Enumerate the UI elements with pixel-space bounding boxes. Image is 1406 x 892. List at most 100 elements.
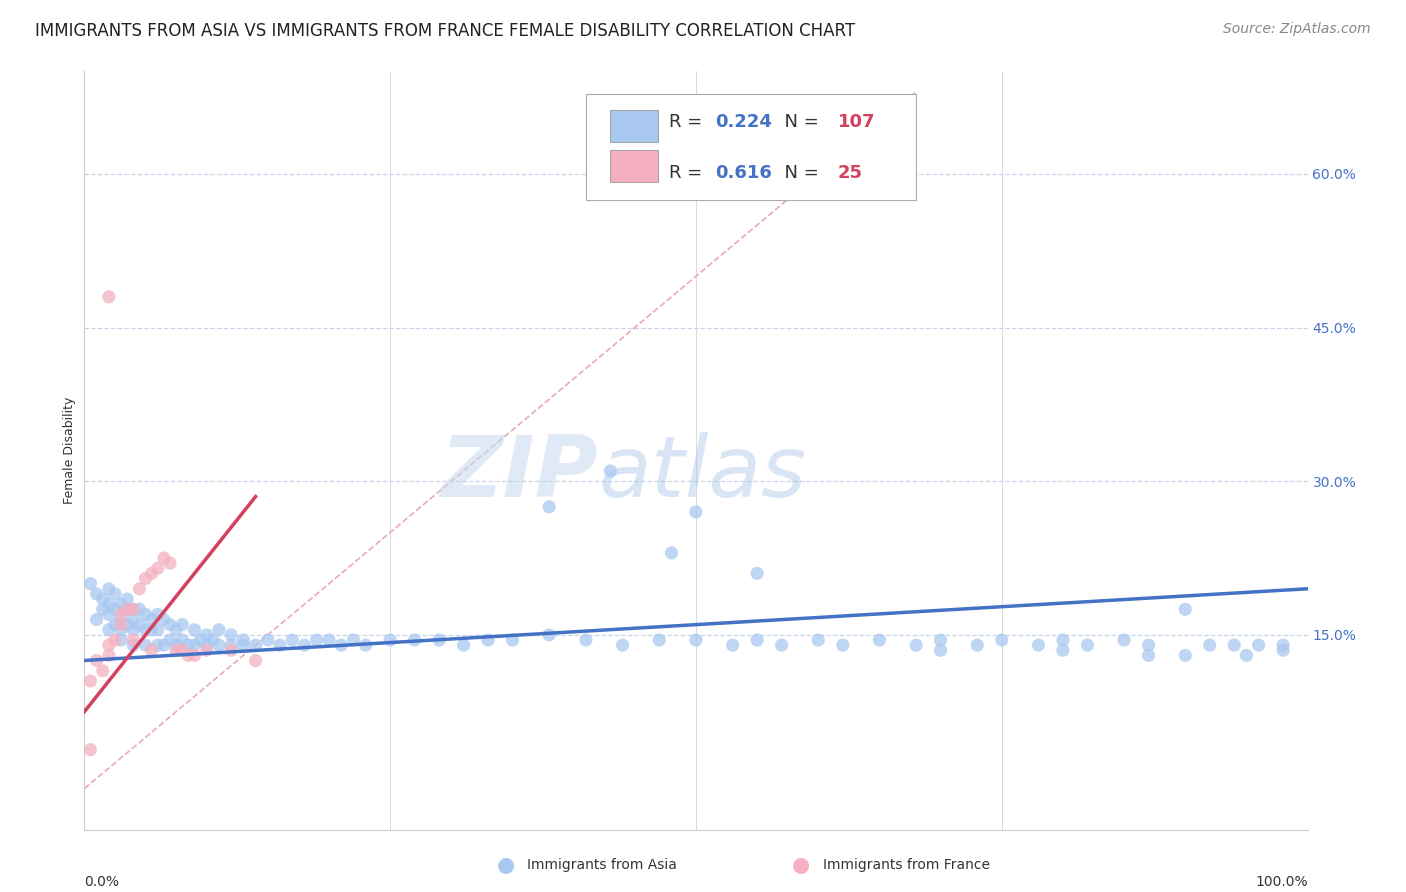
Point [219, 628, 242, 642]
Point [110, 607, 132, 622]
Point [97, 597, 120, 611]
Point [1198, 638, 1220, 652]
Point [575, 633, 598, 648]
Point [929, 633, 952, 648]
Text: 100.0%: 100.0% [1256, 875, 1308, 889]
Point [128, 617, 150, 632]
Point [146, 561, 169, 575]
Point [110, 597, 132, 611]
Point [538, 628, 561, 642]
Point [159, 633, 181, 648]
Point [115, 592, 138, 607]
Point [110, 613, 132, 627]
Text: 107: 107 [838, 112, 876, 131]
Point [502, 633, 524, 648]
Point [404, 633, 426, 648]
Point [245, 653, 267, 667]
Text: atlas: atlas [598, 432, 806, 515]
Point [1137, 638, 1160, 652]
Point [146, 607, 169, 622]
Text: 0.616: 0.616 [716, 163, 772, 182]
Point [208, 638, 231, 652]
Point [146, 638, 169, 652]
Point [128, 602, 150, 616]
Text: Immigrants from France: Immigrants from France [823, 858, 990, 872]
Point [966, 638, 988, 652]
Point [153, 613, 176, 627]
Point [685, 633, 707, 648]
Point [831, 141, 853, 155]
Point [905, 638, 928, 652]
Point [79, 742, 101, 756]
Point [991, 633, 1014, 648]
Point [104, 617, 127, 632]
Point [453, 638, 475, 652]
Point [648, 633, 671, 648]
Point [115, 602, 138, 616]
Point [153, 551, 176, 566]
Point [141, 643, 163, 657]
Text: ZIP: ZIP [440, 432, 598, 515]
Point [190, 633, 212, 648]
Point [201, 633, 224, 648]
Point [91, 602, 114, 616]
Point [122, 638, 145, 652]
Point [135, 607, 157, 622]
Point [747, 633, 769, 648]
Point [183, 648, 205, 663]
Point [97, 648, 120, 663]
Point [195, 638, 218, 652]
FancyBboxPatch shape [586, 95, 917, 201]
Text: 0.224: 0.224 [716, 112, 772, 131]
Point [929, 643, 952, 657]
FancyBboxPatch shape [610, 150, 658, 182]
Point [245, 638, 267, 652]
Point [97, 290, 120, 304]
Point [1223, 638, 1246, 652]
Point [1114, 633, 1136, 648]
Point [1052, 633, 1074, 648]
Point [1272, 638, 1295, 652]
Point [183, 638, 205, 652]
Point [110, 633, 132, 648]
Point [1236, 648, 1258, 663]
Point [159, 556, 181, 570]
Y-axis label: Female Disability: Female Disability [63, 397, 76, 504]
Point [86, 587, 108, 601]
Point [195, 628, 218, 642]
Point [86, 613, 108, 627]
Point [770, 638, 793, 652]
Point [232, 633, 254, 648]
Point [1137, 648, 1160, 663]
Point [172, 643, 194, 657]
Point [97, 638, 120, 652]
Point [122, 602, 145, 616]
Text: ●: ● [498, 855, 515, 875]
Point [122, 602, 145, 616]
Point [91, 592, 114, 607]
Point [79, 576, 101, 591]
Point [104, 602, 127, 616]
Point [257, 633, 280, 648]
Point [141, 566, 163, 581]
Text: R =: R = [669, 112, 709, 131]
Point [104, 587, 127, 601]
Point [1174, 602, 1197, 616]
Point [195, 643, 218, 657]
Point [128, 582, 150, 596]
Point [380, 633, 402, 648]
Point [208, 623, 231, 637]
Point [79, 673, 101, 688]
Text: Immigrants from Asia: Immigrants from Asia [527, 858, 678, 872]
Point [122, 633, 145, 648]
Point [294, 638, 316, 652]
Point [172, 633, 194, 648]
Point [141, 623, 163, 637]
Point [172, 617, 194, 632]
Point [86, 653, 108, 667]
Point [831, 638, 853, 652]
Text: IMMIGRANTS FROM ASIA VS IMMIGRANTS FROM FRANCE FEMALE DISABILITY CORRELATION CHA: IMMIGRANTS FROM ASIA VS IMMIGRANTS FROM … [35, 22, 855, 40]
Point [135, 623, 157, 637]
Point [141, 613, 163, 627]
Text: ●: ● [793, 855, 810, 875]
